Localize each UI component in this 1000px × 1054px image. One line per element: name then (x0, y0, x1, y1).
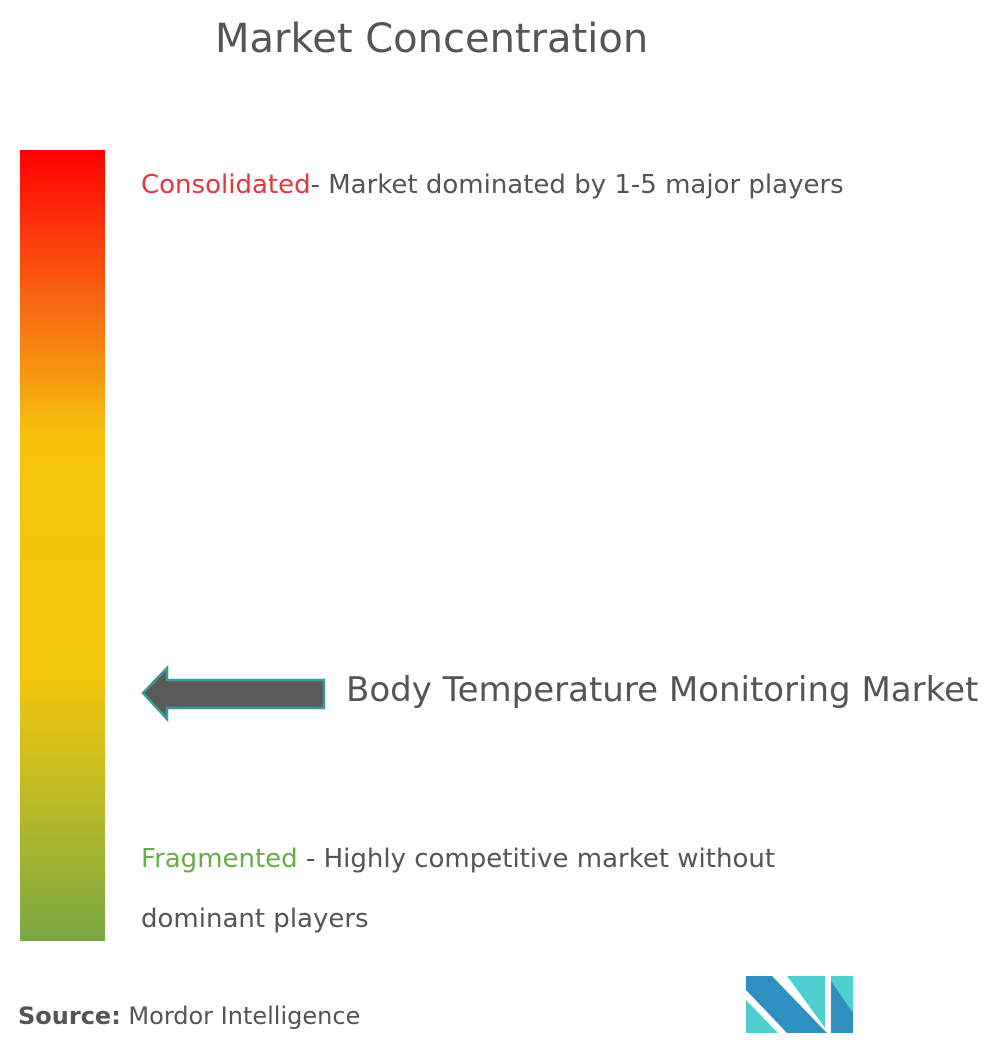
fragmented-label: Fragmented (141, 844, 298, 874)
source-note: Source: Mordor Intelligence (18, 1002, 360, 1030)
source-label: Source: (18, 1002, 121, 1030)
mordor-intelligence-logo (746, 976, 853, 1033)
source-value: Mordor Intelligence (120, 1002, 361, 1030)
concentration-gradient-bar (20, 150, 105, 941)
market-position-arrow-icon (141, 664, 326, 723)
fragmented-text: - Highly competitive market without domi… (141, 844, 776, 934)
consolidated-description: Consolidated- Market dominated by 1-5 ma… (141, 155, 861, 215)
market-name-label: Body Temperature Monitoring Market (346, 670, 979, 710)
chart-title: Market Concentration (215, 16, 649, 62)
consolidated-label: Consolidated (141, 170, 311, 200)
consolidated-text: - Market dominated by 1-5 major players (310, 170, 844, 200)
fragmented-description: Fragmented - Highly competitive market w… (141, 829, 861, 949)
